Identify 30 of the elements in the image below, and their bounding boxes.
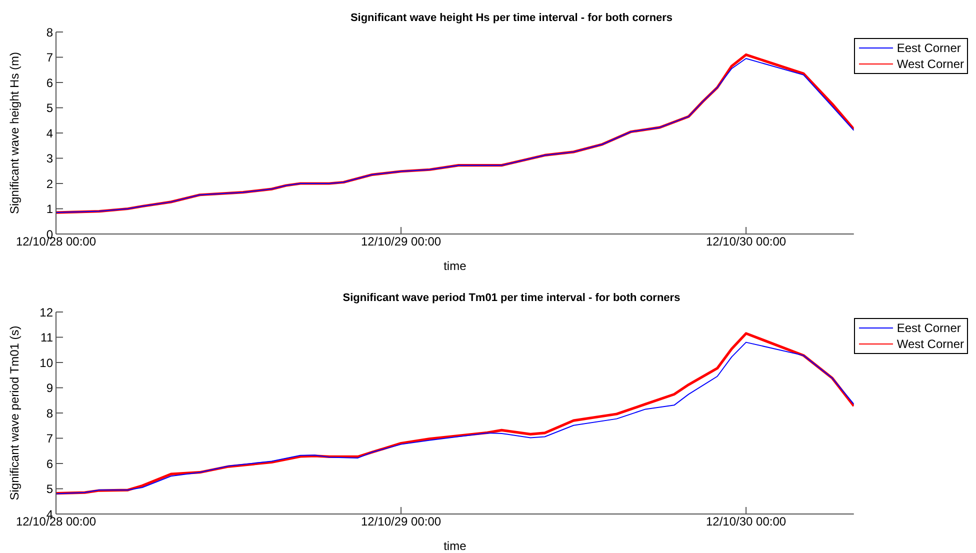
y-tick-label: 5 [46, 482, 54, 496]
y-tick-label: 7 [46, 432, 54, 446]
y-tick-label: 6 [46, 76, 54, 90]
legend-label: West Corner [896, 336, 964, 352]
y-tick-label: 8 [46, 25, 54, 40]
x-axis-title: time [444, 539, 467, 553]
y-tick-label: 10 [40, 356, 54, 370]
x-tick-label: 12/10/29 00:00 [360, 514, 442, 529]
y-tick-label: 5 [46, 101, 54, 116]
chart-title: Significant wave period Tm01 per time interval - for both corners [342, 292, 682, 304]
y-tick-label: 11 [40, 330, 54, 345]
y-axis-title: Significant wave height Hs (m) [7, 52, 22, 214]
y-tick-label: 9 [46, 381, 54, 396]
y-tick-label: 3 [46, 152, 54, 166]
y-tick-label: 7 [46, 50, 54, 65]
y-tick-label: 4 [46, 126, 54, 140]
legend-label: West Corner [896, 56, 964, 72]
x-axis-title: time [444, 259, 467, 273]
x-tick-label: 12/10/30 00:00 [706, 234, 786, 249]
y-tick-label: 1 [46, 202, 54, 216]
legend-label: Eest Corner [896, 320, 961, 336]
y-tick-label: 12 [40, 305, 54, 320]
y-tick-label: 2 [46, 176, 54, 191]
legend-label: Eest Corner [896, 40, 961, 56]
y-tick-label: 6 [46, 456, 54, 471]
x-tick-label: 12/10/30 00:00 [706, 514, 786, 529]
y-tick-label: 8 [46, 406, 54, 420]
chart-title: Significant wave height Hs per time interval - for both corners [349, 12, 674, 24]
x-tick-label: 12/10/29 00:00 [360, 234, 442, 249]
y-axis-title: Significant wave period Tm01 (s) [7, 326, 22, 500]
